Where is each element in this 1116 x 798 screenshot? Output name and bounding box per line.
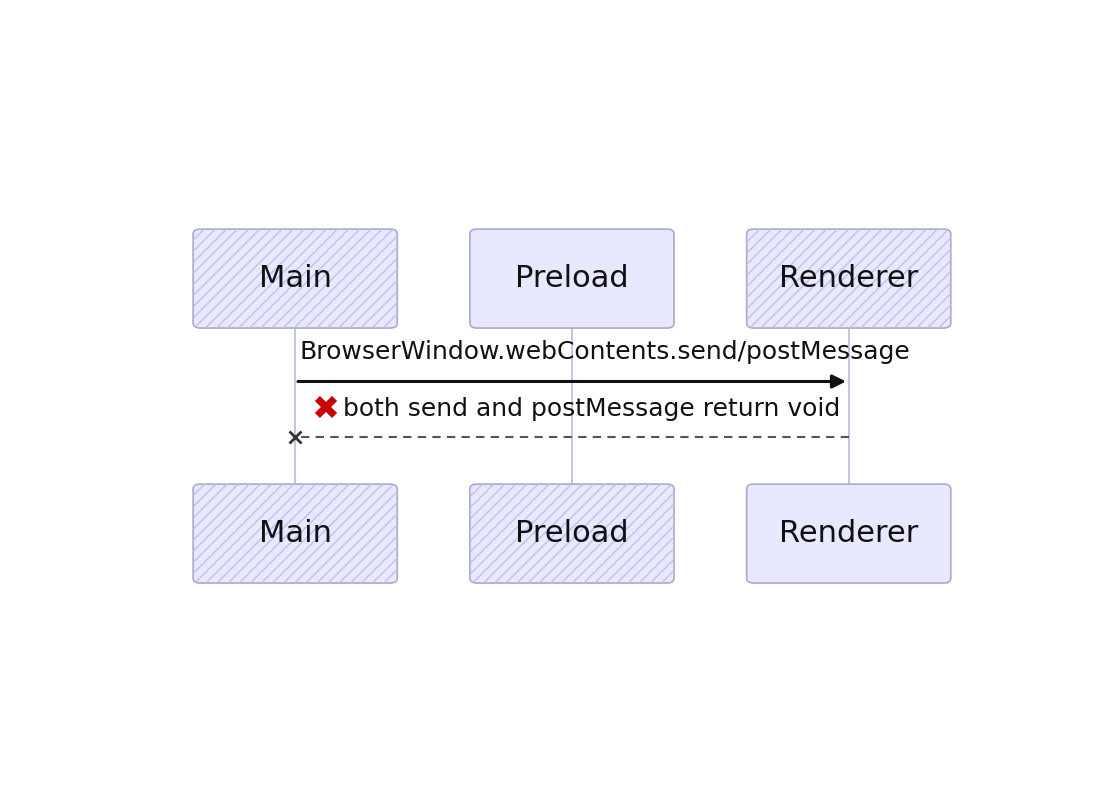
- FancyBboxPatch shape: [193, 229, 397, 328]
- FancyBboxPatch shape: [747, 229, 951, 328]
- Text: Renderer: Renderer: [779, 264, 918, 293]
- FancyBboxPatch shape: [193, 484, 397, 583]
- Text: Renderer: Renderer: [779, 519, 918, 548]
- FancyBboxPatch shape: [470, 229, 674, 328]
- Text: ✖: ✖: [311, 393, 339, 425]
- Text: Main: Main: [259, 519, 331, 548]
- Text: BrowserWindow.webContents.send/postMessage: BrowserWindow.webContents.send/postMessa…: [299, 340, 911, 364]
- Text: Main: Main: [259, 264, 331, 293]
- FancyBboxPatch shape: [747, 484, 951, 583]
- Text: Preload: Preload: [516, 264, 628, 293]
- Text: both send and postMessage return void: both send and postMessage return void: [343, 397, 840, 421]
- FancyBboxPatch shape: [470, 484, 674, 583]
- Text: Preload: Preload: [516, 519, 628, 548]
